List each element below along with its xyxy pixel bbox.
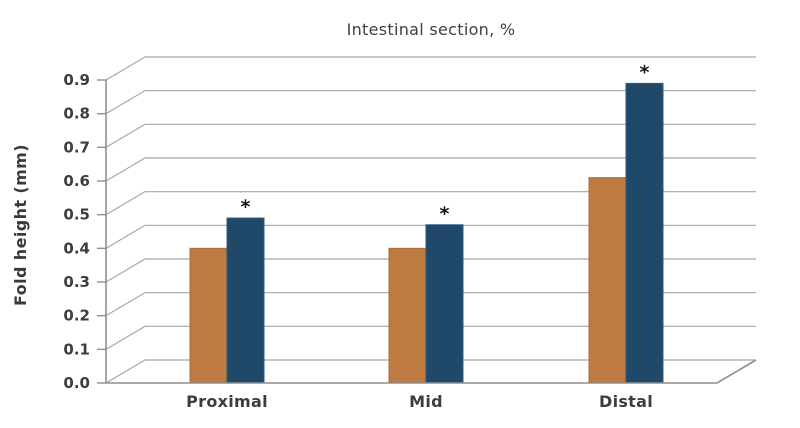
gridline	[105, 359, 756, 384]
y-tick-label: 0.2	[63, 307, 90, 325]
y-tick-label: 0.3	[63, 273, 90, 291]
gridline	[105, 258, 756, 283]
gridline	[105, 123, 756, 148]
x-axis-line	[106, 359, 757, 384]
bar-brown-bars-distal	[588, 177, 627, 384]
bar-navy-bars-mid	[425, 224, 464, 384]
gridline	[105, 224, 756, 249]
chart-title: Intestinal section, %	[346, 20, 516, 39]
y-tick-label: 0.7	[63, 138, 90, 156]
bar-navy-bars-proximal	[226, 217, 265, 384]
y-tick-label: 0.9	[63, 71, 90, 89]
y-tick-label: 0.4	[63, 239, 90, 257]
gridline	[105, 292, 756, 317]
x-axis-label-mid: Mid	[409, 392, 443, 411]
x-axis-label-distal: Distal	[599, 392, 653, 411]
gridline	[105, 325, 756, 350]
bar-brown-bars-proximal	[189, 247, 228, 384]
y-tick-label: 0.1	[63, 340, 90, 358]
bar-brown-bars-mid	[388, 247, 427, 384]
significance-marker-proximal: *	[241, 196, 251, 218]
y-tick-label: 0.8	[63, 105, 90, 123]
y-tick-label: 0.0	[63, 374, 90, 392]
y-tick-label: 0.6	[63, 172, 90, 190]
y-tick-label: 0.5	[63, 206, 90, 224]
gridline	[105, 90, 756, 115]
x-axis-label-proximal: Proximal	[186, 392, 268, 411]
gridline	[105, 157, 756, 182]
significance-marker-mid: *	[440, 203, 450, 225]
gridline	[105, 191, 756, 216]
bar-navy-bars-distal	[625, 82, 664, 384]
significance-marker-distal: *	[640, 61, 650, 83]
gridline	[105, 56, 756, 81]
